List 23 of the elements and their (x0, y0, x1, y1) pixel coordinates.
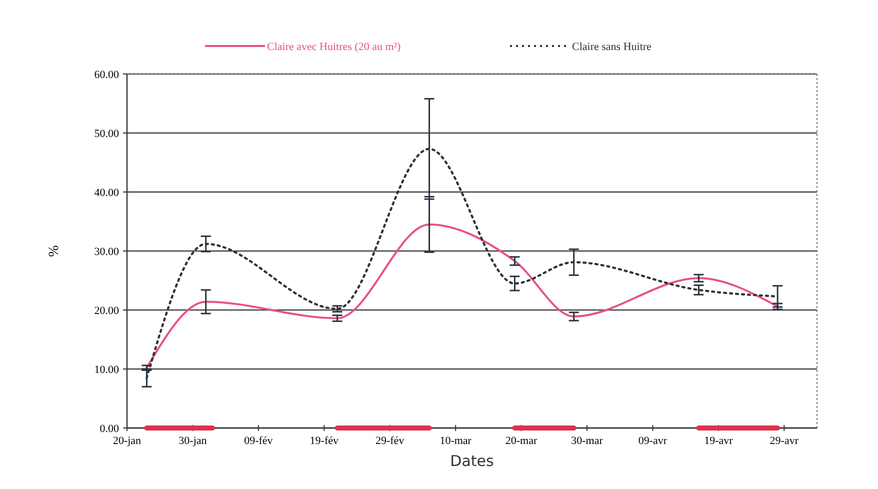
y-tick-label: 60.00 (94, 68, 120, 81)
y-axis-title: % (47, 244, 62, 257)
x-tick-label: 30-mar (571, 435, 604, 447)
x-tick-label: 09-fév (244, 435, 274, 447)
x-tick-label: 19-fév (310, 435, 339, 447)
x-tick-label: 10-mar (440, 435, 472, 447)
y-tick-label: 0.00 (100, 422, 120, 435)
x-tick-label: 20-jan (112, 435, 142, 447)
x-tick-label: 29-avr (770, 435, 799, 447)
x-tick-label: 29-fév (376, 435, 405, 447)
y-tick-label: 40.00 (94, 186, 120, 199)
x-tick-label: 30-jan (178, 435, 208, 447)
x-tick-label: 20-mar (505, 435, 538, 447)
text: Claire avec Huitres (20 au m²) (267, 40, 402, 53)
x-tick-label: 19-avr (704, 435, 734, 447)
line-series (146, 223, 779, 369)
x-tick-label: 09-avr (638, 435, 668, 447)
y-tick-label: 50.00 (94, 128, 120, 140)
y-tick-label: 30.00 (94, 246, 120, 258)
y-tick-label: 10.00 (94, 364, 120, 376)
text: Claire sans Huitre (572, 40, 652, 53)
x-axis-title: Dates (450, 452, 494, 470)
y-tick-label: 20.00 (94, 304, 120, 317)
